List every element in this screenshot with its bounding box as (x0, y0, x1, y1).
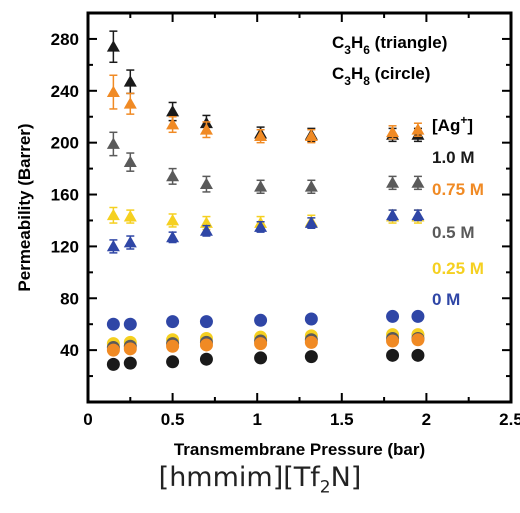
x-tick-label: 1.5 (330, 410, 354, 429)
circle-point (166, 315, 180, 329)
y-axis-label: Permeability (Barrer) (15, 123, 34, 291)
series-circle-1_0M (106, 348, 425, 371)
circle-point (106, 357, 120, 371)
series-triangle-0_5M (106, 131, 425, 194)
legend-entry: 0.5 M (432, 223, 475, 242)
circle-point (411, 309, 425, 323)
circle-point (166, 339, 180, 353)
x-axis-label: Transmembrane Pressure (bar) (174, 440, 425, 459)
legend-propane: C3H8 (circle) (332, 64, 430, 88)
figure-caption: [hmmim][Tf2N] (158, 462, 362, 498)
triangle-point (166, 213, 180, 226)
y-tick-label: 280 (51, 30, 79, 49)
triangle-point (411, 123, 425, 135)
chart: 0 0.5 1 1.5 2 2.5 40 80 120 160 200 240 280 Permeabi… (15, 11, 520, 459)
triangle-point (254, 220, 268, 232)
axis-ticks: 0 0.5 1 1.5 2 2.5 40 80 120 160 200 240 280 (51, 12, 520, 429)
triangle-point (386, 208, 400, 221)
circle-point (106, 317, 120, 331)
triangle-point (386, 176, 400, 188)
triangle-point (123, 155, 137, 167)
triangle-point (304, 216, 318, 228)
plot-frame (86, 11, 513, 404)
y-tick-label: 200 (51, 134, 79, 153)
y-tick-label: 80 (60, 289, 79, 308)
triangle-point (166, 169, 180, 182)
circle-point (199, 352, 213, 366)
circle-point (386, 334, 400, 348)
x-tick-label: 1 (252, 410, 261, 429)
triangle-point (199, 224, 213, 236)
x-tick-label: 2 (422, 410, 431, 429)
circle-point (386, 348, 400, 362)
triangle-point (199, 177, 213, 190)
triangle-point (166, 105, 180, 117)
legend-title: [Ag+] (432, 113, 473, 135)
y-tick-label: 160 (51, 186, 79, 205)
triangle-point (199, 123, 213, 135)
triangle-point (106, 239, 120, 252)
circle-point (254, 313, 268, 327)
series-circle-0_75M (106, 333, 425, 357)
circle-point (123, 342, 137, 356)
circle-point (411, 333, 425, 347)
triangle-point (106, 85, 120, 97)
triangle-point (123, 236, 137, 248)
triangle-point (106, 208, 120, 221)
y-tick-label: 120 (51, 237, 79, 256)
triangle-point (304, 180, 318, 192)
triangle-point (166, 118, 180, 130)
series-triangle-0_75M (106, 74, 425, 144)
circle-point (304, 350, 318, 364)
legend-propylene: C3H6 (triangle) (332, 33, 447, 57)
triangle-point (386, 125, 400, 138)
circle-point (166, 355, 180, 369)
triangle-point (411, 208, 425, 221)
legend-entry: 0.25 M (432, 259, 484, 278)
x-tick-label: 2.5 (499, 410, 520, 429)
series-triangle-0_25M (106, 206, 425, 231)
triangle-point (123, 210, 137, 222)
circle-point (304, 335, 318, 349)
triangle-point (166, 230, 180, 243)
chart-marks (106, 30, 425, 371)
circle-point (386, 309, 400, 323)
circle-point (123, 317, 137, 331)
circle-point (304, 312, 318, 326)
triangle-point (123, 97, 137, 109)
circle-point (123, 356, 137, 370)
triangle-point (106, 137, 120, 149)
series-circle-0M (106, 309, 425, 331)
circle-point (411, 348, 425, 362)
x-tick-label: 0.5 (161, 410, 185, 429)
y-tick-label: 240 (51, 82, 79, 101)
x-tick-label: 0 (83, 410, 92, 429)
triangle-point (254, 129, 268, 142)
legend-entry: 1.0 M (432, 148, 475, 167)
circle-point (199, 338, 213, 352)
triangle-point (254, 180, 268, 192)
legend-entries: 1.0 M 0.75 M 0.5 M 0.25 M 0 M (432, 148, 484, 309)
triangle-point (106, 40, 120, 52)
circle-point (199, 315, 213, 329)
legend-entry: 0.75 M (432, 180, 484, 199)
triangle-point (304, 129, 318, 142)
triangle-point (411, 176, 425, 188)
series-triangle-0M (106, 208, 425, 254)
circle-point (106, 343, 120, 357)
circle-point (254, 337, 268, 351)
y-tick-label: 40 (60, 341, 79, 360)
legend-entry: 0 M (432, 290, 460, 309)
circle-point (254, 351, 268, 365)
triangle-point (123, 75, 137, 87)
